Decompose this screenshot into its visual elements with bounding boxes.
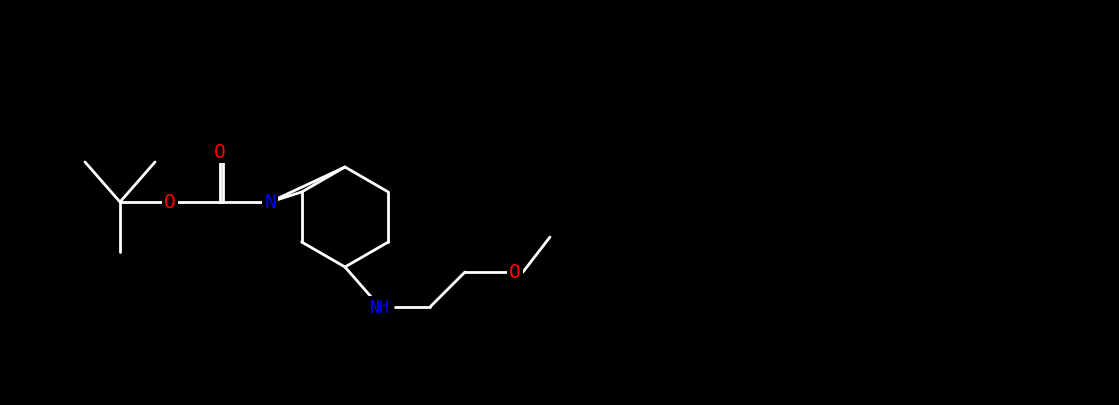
Text: NH: NH [370,298,391,316]
Text: N: N [264,193,276,212]
Text: O: O [214,143,226,162]
Text: O: O [509,263,520,282]
Text: O: O [164,193,176,212]
